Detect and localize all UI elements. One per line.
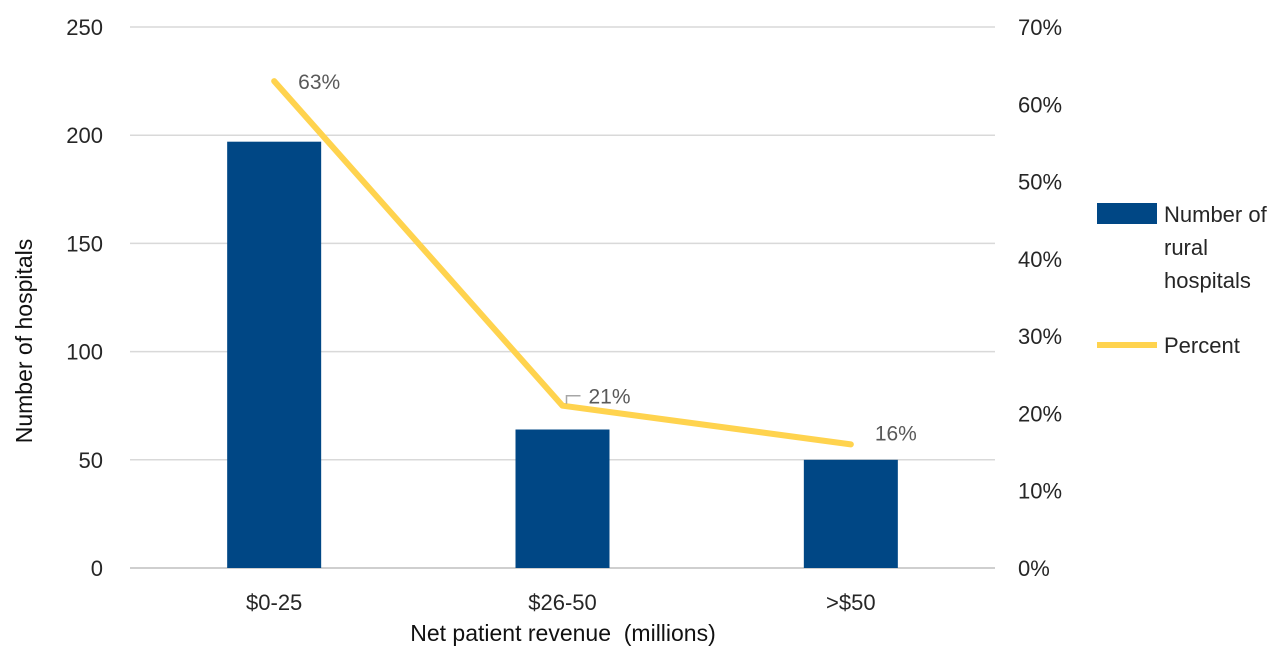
y-left-tick-label: 150 [66, 231, 103, 256]
y-axis-title: Number of hospitals [11, 239, 37, 444]
y-right-tick-label: 20% [1018, 401, 1062, 426]
bar [803, 459, 898, 568]
data-label-percent: 21% [589, 386, 631, 409]
legend-label: hospitals [1164, 268, 1251, 293]
y-right-tick-label: 40% [1018, 247, 1062, 272]
data-label-leader [565, 394, 581, 404]
y-right-tick-label: 60% [1018, 92, 1062, 117]
percent-point [560, 403, 565, 409]
y-right-tick-label: 0% [1018, 556, 1050, 581]
percent-point [848, 441, 854, 447]
legend: Number of rural hospitals Percent [1097, 202, 1268, 358]
y-left-axis: 0 50 100 150 200 250 [66, 15, 103, 581]
percent-point [271, 78, 277, 84]
legend-label: Number of [1164, 202, 1268, 227]
bar [515, 429, 610, 568]
legend-label: rural [1164, 235, 1208, 260]
y-right-axis: 0% 10% 20% 30% 40% 50% 60% 70% [1018, 15, 1062, 581]
y-left-tick-label: 0 [91, 556, 103, 581]
y-left-tick-label: 250 [66, 15, 103, 40]
data-label-percent: 16% [875, 422, 917, 445]
bar [227, 141, 322, 568]
y-right-tick-label: 30% [1018, 324, 1062, 349]
legend-label: Percent [1164, 333, 1240, 358]
data-labels: 63% 21% 16% [298, 71, 917, 445]
data-label-percent: 63% [298, 71, 340, 94]
x-axis-title: Net patient revenue (millions) [410, 620, 716, 646]
y-left-tick-label: 50 [79, 448, 103, 473]
x-axis: $0-25 $26-50 >$50 [246, 590, 876, 615]
bars [227, 141, 898, 568]
x-tick-label: $0-25 [246, 590, 302, 615]
x-tick-label: >$50 [826, 590, 876, 615]
y-right-tick-label: 70% [1018, 15, 1062, 40]
y-left-tick-label: 100 [66, 340, 103, 365]
x-tick-label: $26-50 [528, 590, 597, 615]
percent-line-layer [271, 78, 854, 448]
legend-swatch-bars [1097, 203, 1157, 224]
y-left-tick-label: 200 [66, 123, 103, 148]
y-right-tick-label: 10% [1018, 479, 1062, 504]
y-right-tick-label: 50% [1018, 170, 1062, 195]
